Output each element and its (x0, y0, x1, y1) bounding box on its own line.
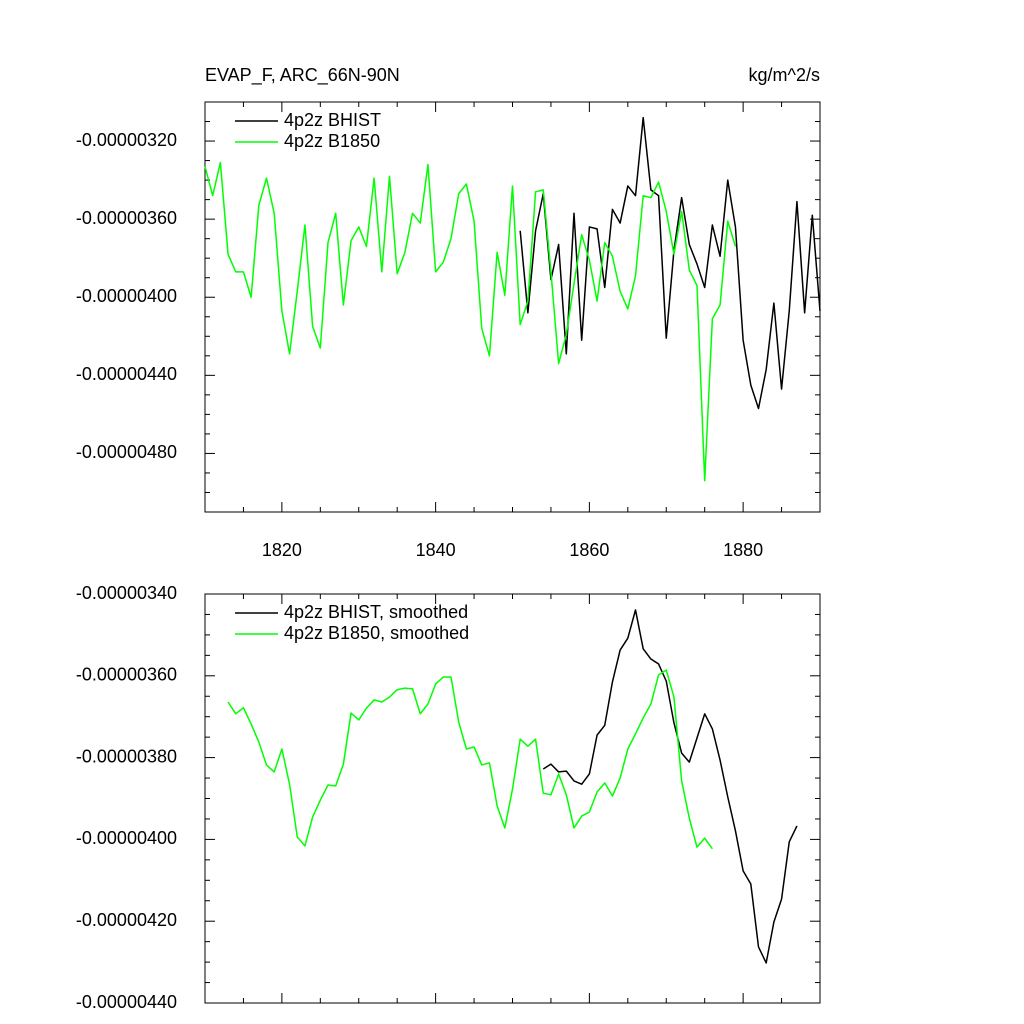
y-tick-label: -0.00000420 (76, 910, 177, 930)
legend-label: 4p2z BHIST, smoothed (284, 602, 468, 622)
legend-label: 4p2z B1850 (284, 131, 380, 151)
y-tick-label: -0.00000400 (76, 828, 177, 848)
chart-title: EVAP_F, ARC_66N-90N (205, 65, 400, 86)
legend-label: 4p2z BHIST (284, 110, 381, 130)
x-tick-label: 1880 (723, 540, 763, 560)
y-tick-label: -0.00000380 (76, 746, 177, 766)
legend-label: 4p2z B1850, smoothed (284, 623, 469, 643)
y-tick-label: -0.00000360 (76, 665, 177, 685)
y-tick-label: -0.00000360 (76, 208, 177, 228)
x-tick-label: 1860 (569, 540, 609, 560)
x-tick-label: 1820 (262, 540, 302, 560)
y-tick-label: -0.00000340 (76, 583, 177, 603)
plot-frame (204, 101, 821, 513)
y-tick-label: -0.00000480 (76, 442, 177, 462)
data-line (227, 669, 713, 850)
data-line (204, 161, 737, 482)
x-tick-label: 1840 (416, 540, 456, 560)
data-line (542, 609, 798, 964)
y-tick-label: -0.00000400 (76, 286, 177, 306)
units-label: kg/m^2/s (749, 65, 820, 85)
y-tick-label: -0.00000320 (76, 130, 177, 150)
y-tick-label: -0.00000440 (76, 992, 177, 1012)
data-line (519, 116, 821, 410)
y-tick-label: -0.00000440 (76, 364, 177, 384)
